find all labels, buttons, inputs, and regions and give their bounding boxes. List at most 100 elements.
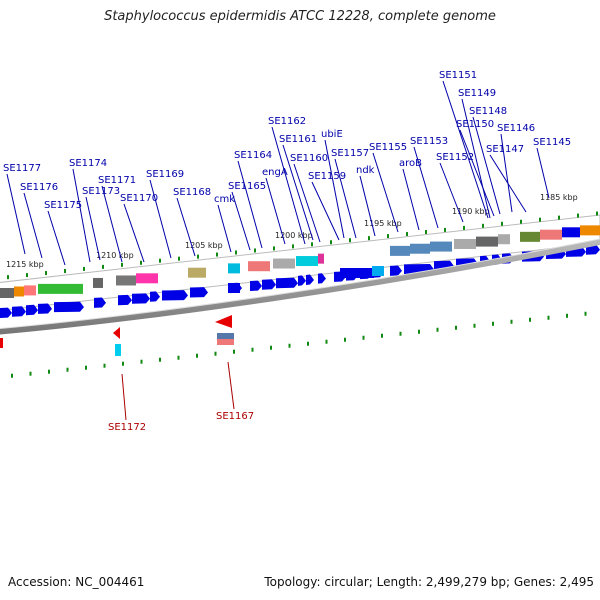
forward-gene-label: SE1146 [497, 123, 535, 134]
gene-leader-line [217, 204, 232, 253]
genome-backbone [0, 238, 600, 335]
annotation-box [410, 243, 430, 254]
forward-gene-arrow [94, 297, 106, 308]
gene-leader-line [47, 210, 66, 266]
ruler-label: 1210 kbp [96, 251, 134, 260]
gene-leader-line [282, 144, 314, 241]
forward-gene-arrow [26, 304, 38, 316]
forward-gene-arrow [0, 307, 12, 318]
gene-leader-line [237, 160, 263, 249]
gene-leader-line [439, 162, 464, 223]
gene-leader-line [402, 168, 420, 231]
forward-gene-arrow [306, 274, 314, 285]
annotation-box [454, 238, 476, 249]
forward-gene-arrow [298, 275, 306, 286]
annotation-box [188, 267, 206, 278]
gene-leader-line [231, 191, 251, 251]
annotation-box [24, 285, 36, 296]
gene-leader-line [176, 197, 196, 257]
gene-leader-line [334, 158, 357, 239]
annotation-box [540, 229, 562, 240]
forward-gene-label: SE1170 [120, 193, 158, 204]
forward-gene-arrow [12, 306, 26, 317]
annotation-box [248, 261, 270, 272]
forward-gene-label: SE1175 [44, 200, 82, 211]
forward-gene-label: SE1152 [436, 152, 474, 163]
annotation-box [498, 234, 510, 245]
annotation-box [116, 275, 136, 286]
gene-leader-line [536, 147, 550, 199]
ruler-label: 1195 kbp [364, 219, 402, 228]
annotation-box [580, 225, 600, 236]
forward-gene-arrow [54, 301, 84, 313]
annotation-box [476, 236, 498, 247]
ruler-label: 1205 kbp [185, 241, 223, 250]
forward-gene-arrow [276, 277, 298, 289]
forward-gene-label: SE1176 [20, 182, 58, 193]
reverse-gene-arrow [215, 315, 232, 328]
annotation-box [430, 241, 452, 252]
forward-gene-label: aroB [399, 158, 422, 169]
gene-leader-line [6, 173, 26, 255]
forward-gene-arrow [132, 293, 150, 304]
reverse-gene-label: SE1167 [216, 411, 254, 422]
annotation-box [520, 231, 540, 242]
forward-gene-label: cmk [214, 194, 235, 205]
gene-leader-line [121, 373, 127, 421]
feature-tracks [0, 214, 600, 356]
forward-gene-label: SE1174 [69, 158, 107, 169]
forward-gene-label: ubiE [321, 129, 343, 140]
gene-leader-line [85, 196, 101, 261]
annotation-box [390, 245, 410, 256]
reverse-gene-arrow [113, 327, 120, 339]
annotation-box [296, 256, 318, 267]
forward-gene-arrow [190, 287, 208, 298]
gene-leader-line [413, 146, 439, 229]
forward-gene-arrow [38, 303, 52, 314]
annotation-box [318, 253, 324, 264]
forward-gene-arrow [162, 290, 188, 301]
annotation-box [93, 277, 103, 288]
forward-gene-label: SE1159 [308, 171, 346, 182]
annotation-box [273, 258, 295, 269]
forward-gene-block [340, 268, 374, 278]
gene-leader-line [472, 116, 501, 215]
forward-gene-label: engA [262, 167, 288, 178]
forward-gene-label: SE1169 [146, 169, 184, 180]
forward-gene-arrow [262, 279, 276, 290]
annotation-box [38, 283, 83, 294]
lower-tick-row [11, 311, 587, 378]
forward-gene-label: SE1165 [228, 181, 266, 192]
reverse-annotation-box [217, 333, 234, 339]
forward-gene-arrow [390, 265, 402, 276]
forward-gene-label: SE1168 [173, 187, 211, 198]
gene-leader-line [442, 80, 489, 219]
gene-leader-line [500, 133, 513, 213]
reverse-gene-label: SE1172 [108, 422, 146, 433]
ruler: 1215 kbp 1210 kbp 1205 kbp 1200 kbp 1195 kbp… [6, 193, 598, 280]
forward-gene-label: SE1162 [268, 116, 306, 127]
gene-leader-line [311, 181, 340, 241]
forward-gene-label: SE1155 [369, 142, 407, 153]
gene-leader-line [123, 203, 145, 263]
gene-leader-line [227, 361, 235, 410]
annotation-box [0, 288, 14, 298]
gene-leader-line [265, 177, 286, 245]
gene-leader-line [149, 179, 172, 259]
ruler-label: 1185 kbp [540, 193, 578, 202]
forward-gene-label: SE1153 [410, 136, 448, 147]
annotation-box [136, 273, 158, 284]
forward-gene-arrow [250, 280, 262, 291]
forward-gene-label: SE1164 [234, 150, 272, 161]
ruler-label: 1215 kbp [6, 260, 44, 269]
gene-leader-line [72, 168, 91, 263]
gene-leader-line [359, 175, 376, 237]
gene-leader-line [461, 98, 491, 219]
forward-gene-block [228, 283, 240, 293]
forward-gene-block [372, 266, 384, 276]
annotation-box [228, 263, 240, 274]
forward-gene-arrow [150, 291, 160, 302]
forward-gene-label: SE1147 [486, 144, 524, 155]
